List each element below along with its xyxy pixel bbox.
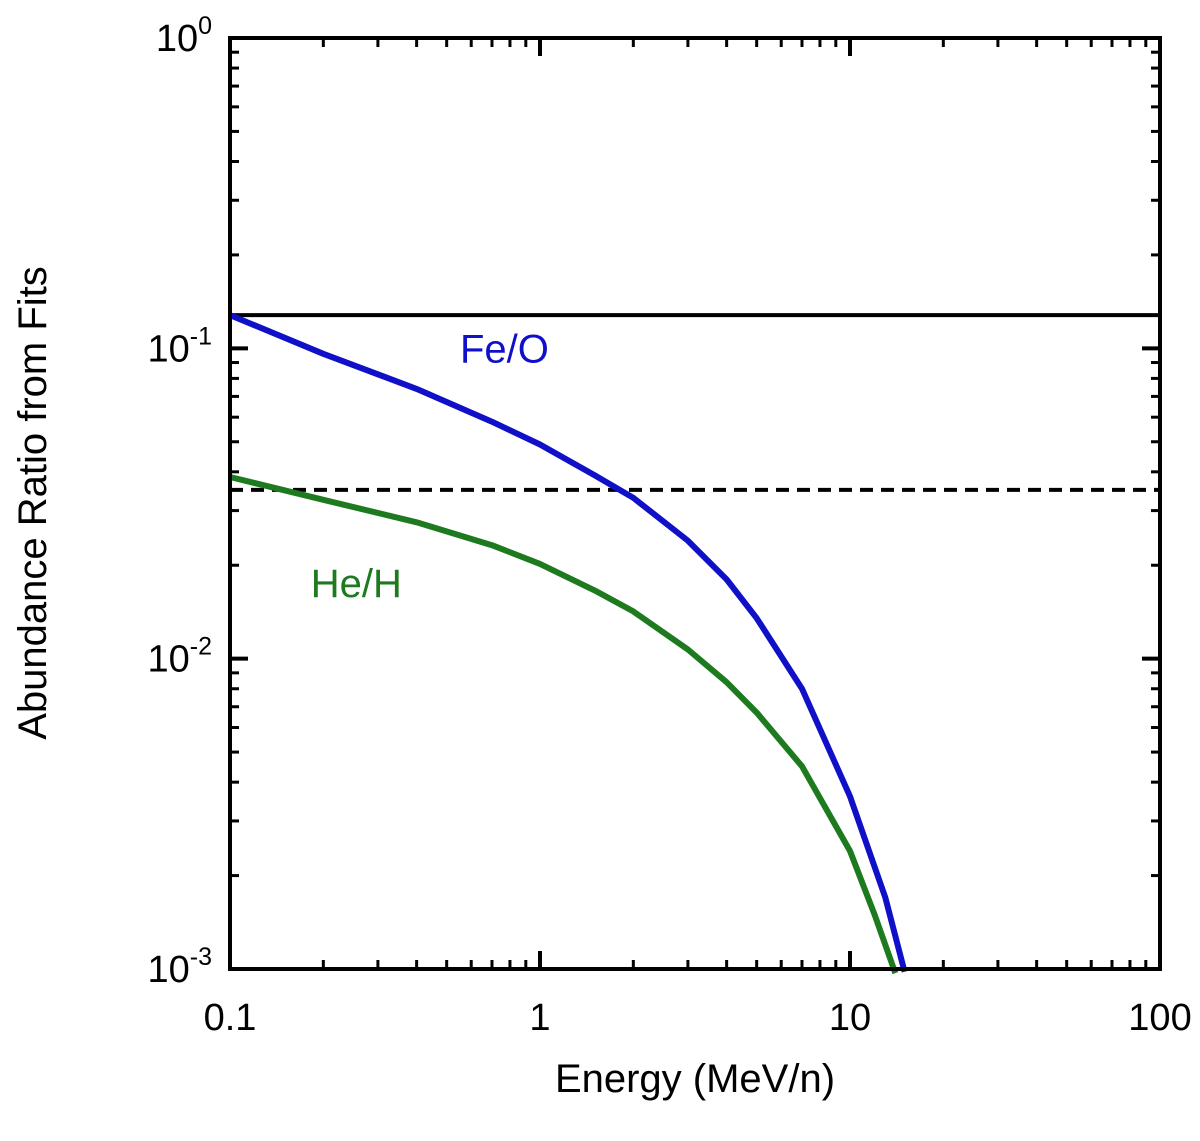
y-tick-label: 10-2 [147, 633, 212, 681]
y-tick-label: 10-1 [147, 322, 212, 370]
y-axis-title: Abundance Ratio from Fits [11, 266, 55, 740]
x-tick-label: 0.1 [204, 997, 257, 1039]
x-tick-label: 10 [829, 997, 871, 1039]
series-lines [228, 312, 908, 975]
series-line-fe-o [228, 312, 908, 973]
major-ticks [228, 36, 1162, 971]
reference-lines [230, 313, 1160, 492]
series-line-he-h [229, 474, 899, 975]
x-axis-title: Energy (MeV/n) [555, 1057, 835, 1101]
plot-frame [228, 36, 1162, 971]
series-label-fe-o: Fe/O [460, 327, 549, 371]
x-tick-labels: 0.1 1 10 100 [204, 997, 1192, 1039]
minor-ticks [230, 38, 1160, 969]
series-labels: Fe/O He/H [311, 327, 549, 606]
series-label-he-h: He/H [311, 562, 402, 606]
x-tick-label: 100 [1128, 997, 1191, 1039]
y-tick-labels: 100 10-1 10-2 10-3 [147, 12, 212, 991]
y-tick-label: 10-3 [147, 943, 212, 991]
x-tick-label: 1 [529, 997, 550, 1039]
y-tick-label: 100 [156, 12, 212, 60]
